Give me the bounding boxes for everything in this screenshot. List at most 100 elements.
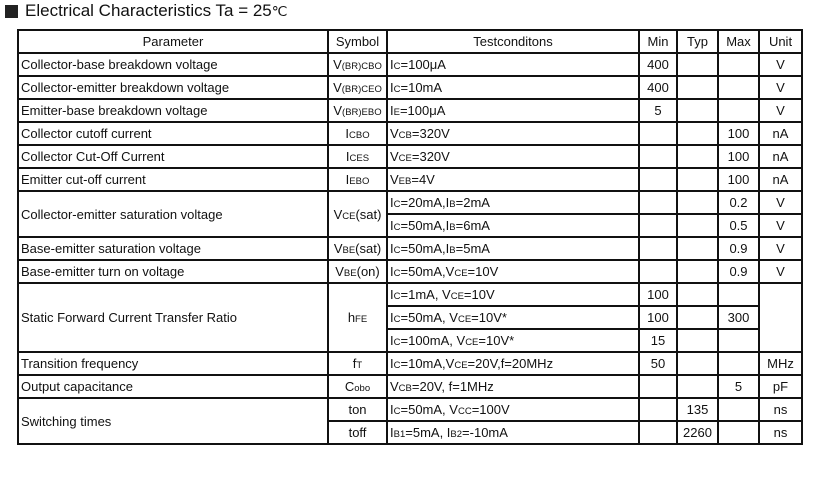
- subscript: CB: [398, 130, 412, 141]
- typ-cell: [676, 144, 719, 169]
- text: (sat): [355, 206, 382, 222]
- text: I: [390, 310, 394, 325]
- subscript: C: [393, 61, 401, 72]
- table-row: IC=100mA, VCE=10V* 15: [18, 328, 802, 353]
- condition-cell: VCB=20V, f=1MHz: [386, 374, 640, 399]
- unit-cell: nA: [758, 167, 803, 192]
- column-header: Unit: [758, 29, 803, 54]
- parameter-cell: Emitter cut-off current: [17, 167, 329, 192]
- subscript: C: [393, 291, 401, 302]
- unit-cell: V: [758, 75, 803, 100]
- subscript: CE: [454, 268, 468, 279]
- text: =20mA,I: [400, 195, 450, 210]
- symbol-cell: V(BR)CEO: [327, 75, 388, 100]
- unit-cell: V: [758, 190, 803, 215]
- parameter-cell: Static Forward Current Transfer Ratio: [17, 282, 329, 353]
- subscript: CES: [349, 153, 370, 164]
- min-cell: [638, 236, 678, 261]
- subscript: CBO: [349, 130, 370, 141]
- subscript: BE: [342, 245, 356, 256]
- subscript: C: [393, 245, 401, 256]
- subscript: CE: [457, 314, 472, 325]
- subscript: C: [393, 406, 401, 417]
- column-header: Symbol: [327, 29, 388, 54]
- max-cell: 0.9: [717, 259, 760, 284]
- condition-cell: IC=50mA,IB=6mA: [386, 213, 640, 238]
- text: =50mA, V: [400, 310, 458, 325]
- text: h: [347, 310, 356, 325]
- symbol-cell: VCE(sat): [327, 190, 388, 238]
- text: =320V: [411, 126, 450, 141]
- min-cell: 400: [638, 52, 678, 77]
- subscript: C: [393, 314, 401, 325]
- text: V: [333, 80, 342, 95]
- section-title: Electrical Characteristics Ta = 25 ℃: [5, 1, 288, 21]
- condition-cell: IC=10mA: [386, 75, 640, 100]
- parameter-cell: Collector-emitter saturation voltage: [17, 190, 329, 238]
- table-row: IC=50mA, VCE=10V* 100 300: [18, 305, 802, 330]
- min-cell: 400: [638, 75, 678, 100]
- parameter-cell: Transition frequency: [17, 351, 329, 376]
- condition-cell: IC=50mA,VCE=10V: [386, 259, 640, 284]
- min-cell: [638, 167, 678, 192]
- text: =50mA,V: [400, 264, 455, 279]
- symbol-cell: V(BR)EBO: [327, 98, 388, 123]
- typ-cell: [676, 75, 719, 100]
- parameter-cell: Switching times: [17, 397, 329, 445]
- subscript: B: [449, 222, 456, 233]
- table-row: Collector-base breakdown voltage V(BR)CBO…: [17, 52, 803, 77]
- text: I: [390, 241, 394, 256]
- min-cell: 100: [638, 282, 678, 307]
- min-cell: [638, 144, 678, 169]
- min-cell: 100: [638, 305, 678, 330]
- subscript: C: [393, 337, 401, 348]
- subscript: C: [393, 84, 401, 95]
- text: =10V: [467, 264, 499, 279]
- column-header: Parameter: [17, 29, 329, 54]
- text: =100μA: [400, 57, 446, 72]
- unit-cell: nA: [758, 144, 803, 169]
- unit-cell: [758, 282, 803, 353]
- unit-cell: V: [758, 213, 803, 238]
- subscript: B2: [450, 429, 463, 440]
- min-cell: 15: [638, 328, 678, 353]
- parameter-cell: Base-emitter turn on voltage: [17, 259, 329, 284]
- parameter-cell: Collector cutoff current: [17, 121, 329, 146]
- symbol-cell: VBE(sat): [327, 236, 388, 261]
- symbol-cell: fT: [327, 351, 388, 376]
- text: =100V: [471, 402, 510, 417]
- typ-cell: [676, 213, 719, 238]
- table-row: Collector-emitter breakdown voltage V(BR)…: [17, 75, 803, 100]
- text: (sat): [355, 241, 382, 256]
- typ-cell: [676, 121, 719, 146]
- unit-cell: pF: [758, 374, 803, 399]
- text: I: [390, 57, 394, 72]
- table-row: Collector cutoff current ICBO VCB=320V 100 n…: [17, 121, 803, 146]
- subscript: E: [393, 107, 400, 118]
- text: =-10mA: [462, 425, 508, 440]
- text: I: [390, 356, 394, 371]
- condition-cell: IB1=5mA, IB2=-10mA: [386, 420, 640, 445]
- symbol-cell: ICBO: [327, 121, 388, 146]
- text: =320V: [411, 149, 450, 164]
- max-cell: 100: [717, 167, 760, 192]
- symbol-cell: toff: [327, 420, 388, 445]
- text: =50mA,I: [400, 241, 450, 256]
- text: =10V: [463, 287, 495, 302]
- unit-cell: V: [758, 259, 803, 284]
- max-cell: [717, 52, 760, 77]
- subscript: C: [393, 199, 401, 210]
- min-cell: [638, 259, 678, 284]
- text: I: [390, 264, 394, 279]
- header-row: Parameter Symbol Testconditons Min Typ Max Uni…: [17, 29, 803, 54]
- subscript: CE: [398, 153, 412, 164]
- text: I: [345, 172, 350, 187]
- table-row: Collector-emitter saturation voltage VCE(…: [17, 190, 803, 238]
- text: V: [390, 172, 399, 187]
- subscript: CE: [450, 291, 464, 302]
- text: V: [390, 379, 399, 394]
- table-row: Output capacitance Cobo VCB=20V, f=1MHz 5 pF: [17, 374, 803, 399]
- condition-cell: IC=100mA, VCE=10V*: [386, 328, 640, 353]
- unit-cell: ns: [758, 420, 803, 445]
- symbol-cell: VBE(on): [327, 259, 388, 284]
